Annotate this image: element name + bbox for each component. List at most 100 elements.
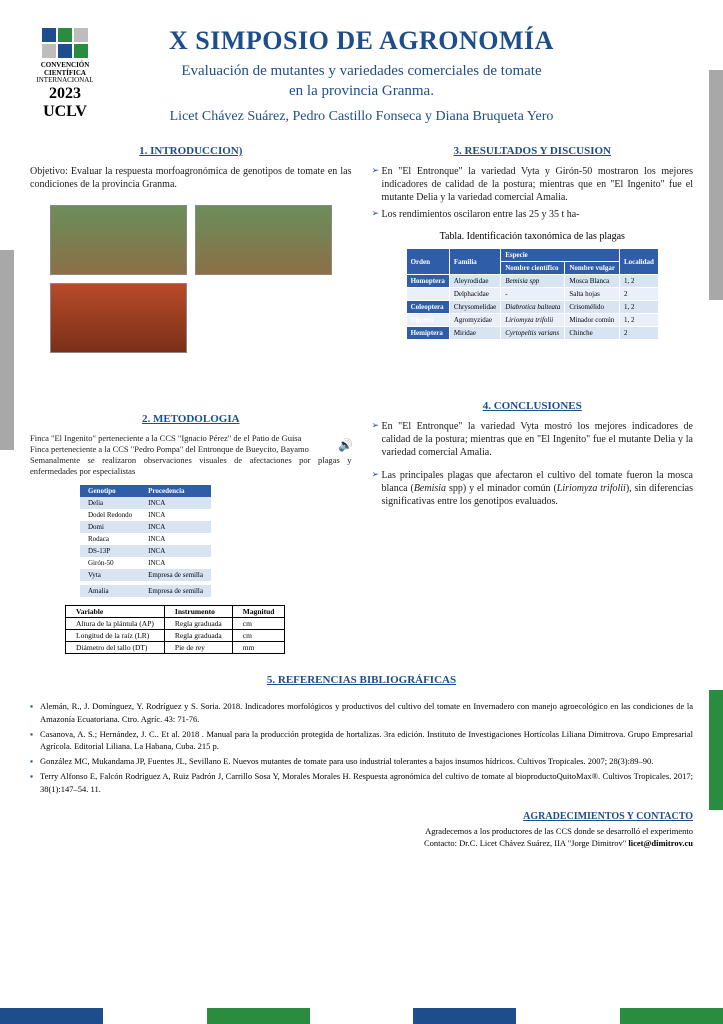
conference-logo: CONVENCIÓN CIENTÍFICA INTERNACIONAL 2023…	[30, 28, 100, 120]
pest-col-localidad: Localidad	[619, 249, 658, 275]
geno-cell: DS-13P	[80, 545, 140, 557]
geno-cell: Girón-50	[80, 557, 140, 569]
header: X SIMPOSIO DE AGRONOMÍA Evaluación de mu…	[0, 0, 723, 125]
pest-table: Orden Familia Especie Localidad Nombre c…	[406, 248, 659, 340]
pest-cell: Diabrotica balteata	[501, 301, 565, 314]
geno-cell: INCA	[140, 521, 211, 533]
pest-cell: 1, 2	[619, 275, 658, 288]
pest-cell: 1, 2	[619, 314, 658, 327]
results-heading: 3. RESULTADOS Y DISCUSION	[372, 145, 694, 157]
sound-icon: 🔊	[338, 438, 353, 453]
decor-bar-right-grey	[709, 70, 723, 300]
intro-heading: 1. INTRODUCCION)	[30, 145, 352, 157]
pest-cell: Coleoptera	[406, 301, 449, 314]
pest-cell: 1, 2	[619, 301, 658, 314]
geno-cell: Empresa de semilla	[140, 569, 211, 581]
photo-grid	[50, 205, 332, 353]
var-cell: cm	[232, 618, 285, 630]
geno-cell: Amalia	[80, 585, 140, 597]
intro-text: Objetivo: Evaluar la respuesta morfoagro…	[30, 165, 352, 191]
concl-text-italic: Liriomyza trifolii	[557, 483, 626, 494]
decor-bar-right-green	[709, 690, 723, 810]
refs-heading: 5. REFERENCIAS BIBLIOGRÁFICAS	[30, 674, 693, 686]
pest-table-caption: Tabla. Identificación taxonómica de las …	[372, 231, 694, 242]
pest-cell: Chrysomelidae	[449, 301, 500, 314]
geno-cell: INCA	[140, 545, 211, 557]
pest-cell: -	[501, 288, 565, 301]
pest-cell: Crisomélido	[565, 301, 620, 314]
footer-stripes	[0, 1008, 723, 1024]
var-cell: Diámetro del tallo (DT)	[66, 642, 165, 654]
pest-cell: Miridae	[449, 327, 500, 340]
ack-line2: Contacto: Dr.C. Licet Chávez Suárez, IIA…	[424, 838, 628, 848]
subtitle-line2: en la provincia Granma.	[289, 83, 434, 99]
conclusions-heading: 4. CONCLUSIONES	[372, 400, 694, 412]
method-line2: Finca perteneciente a la CCS "Pedro Pomp…	[30, 444, 352, 455]
pest-cell: Aleyrodidae	[449, 275, 500, 288]
pest-col-especie: Especie	[501, 249, 620, 262]
geno-cell: Empresa de semilla	[140, 585, 211, 597]
tomato-photo	[50, 283, 187, 353]
conclusion-bullet-2: Las principales plagas que afectaron el …	[372, 469, 694, 508]
geno-cell: Dodel Redondo	[80, 509, 140, 521]
geno-cell: Rodaca	[80, 533, 140, 545]
authors: Licet Chávez Suárez, Pedro Castillo Fons…	[0, 109, 723, 125]
pest-col-cientifico: Nombre científico	[501, 262, 565, 275]
var-cell: Regla graduada	[164, 618, 232, 630]
pest-col-orden: Orden	[406, 249, 449, 275]
pest-cell: Chinche	[565, 327, 620, 340]
left-column: 1. INTRODUCCION) Objetivo: Evaluar la re…	[30, 145, 352, 654]
concl-text: spp) y el minador común (	[446, 483, 557, 494]
pest-cell: Delphacidae	[449, 288, 500, 301]
logo-institution: UCLV	[30, 103, 100, 121]
var-col-variable: Variable	[66, 606, 165, 618]
results-bullet-2: Los rendimientos oscilaron entre las 25 …	[372, 208, 694, 221]
var-cell: Altura de la plántula (AP)	[66, 618, 165, 630]
references-section: 5. REFERENCIAS BIBLIOGRÁFICAS Alemán, R.…	[0, 674, 723, 795]
results-bullet-1: En "El Entronque" la variedad Vyta y Gir…	[372, 165, 694, 204]
field-photo-1	[50, 205, 187, 275]
var-col-instrumento: Instrumento	[164, 606, 232, 618]
pest-cell	[406, 288, 449, 301]
ack-email: licet@dimitrov.cu	[628, 838, 693, 848]
ack-text: Agradecemos a los productores de las CCS…	[0, 826, 693, 850]
method-heading: 2. METODOLOGIA	[30, 413, 352, 425]
var-col-magnitud: Magnitud	[232, 606, 285, 618]
var-cell: Pie de rey	[164, 642, 232, 654]
genotype-table: GenotipoProcedencia DeliaINCA Dodel Redo…	[80, 485, 211, 597]
geno-cell: INCA	[140, 557, 211, 569]
pest-cell: Bemisia spp	[501, 275, 565, 288]
variable-table: VariableInstrumentoMagnitud Altura de la…	[65, 605, 285, 654]
geno-col-genotipo: Genotipo	[80, 485, 140, 497]
geno-cell: INCA	[140, 533, 211, 545]
concl-text-italic: Bemisia	[414, 483, 446, 494]
geno-cell: Delia	[80, 497, 140, 509]
pest-cell: Diptera	[406, 314, 449, 327]
pest-col-familia: Familia	[449, 249, 500, 275]
geno-col-procedencia: Procedencia	[140, 485, 211, 497]
pest-cell: 2	[619, 327, 658, 340]
pest-cell: 2	[619, 288, 658, 301]
ack-line1: Agradecemos a los productores de las CCS…	[425, 826, 693, 836]
reference-item: González MC, Mukandama JP, Fuentes JL, S…	[30, 755, 693, 768]
method-line1: Finca "El Ingenito" perteneciente a la C…	[30, 433, 352, 444]
pest-cell: Minador común	[565, 314, 620, 327]
geno-cell: Vyta	[80, 569, 140, 581]
pest-cell: Agromyzidae	[449, 314, 500, 327]
pest-cell: Mosca Blanca	[565, 275, 620, 288]
pest-cell: Cyrtopeltis varians	[501, 327, 565, 340]
pest-cell: Liriomyza trifolii	[501, 314, 565, 327]
geno-cell: INCA	[140, 497, 211, 509]
pest-cell: Salta hojas	[565, 288, 620, 301]
geno-cell: INCA	[140, 509, 211, 521]
method-line3: Semanalmente se realizaron observaciones…	[30, 455, 352, 477]
var-cell: cm	[232, 630, 285, 642]
field-photo-2	[195, 205, 332, 275]
reference-item: Terry Alfonso E, Falcón Rodríguez A, Rui…	[30, 770, 693, 796]
right-column: 3. RESULTADOS Y DISCUSION En "El Entronq…	[372, 145, 694, 654]
reference-item: Casanova, A. S.; Hernández, J. C.. Et al…	[30, 728, 693, 754]
conclusion-bullet-1: En "El Entronque" la variedad Vyta mostr…	[372, 420, 694, 459]
logo-line3: INTERNACIONAL	[30, 77, 100, 85]
pest-col-vulgar: Nombre vulgar	[565, 262, 620, 275]
pest-cell: Homoptera	[406, 275, 449, 288]
